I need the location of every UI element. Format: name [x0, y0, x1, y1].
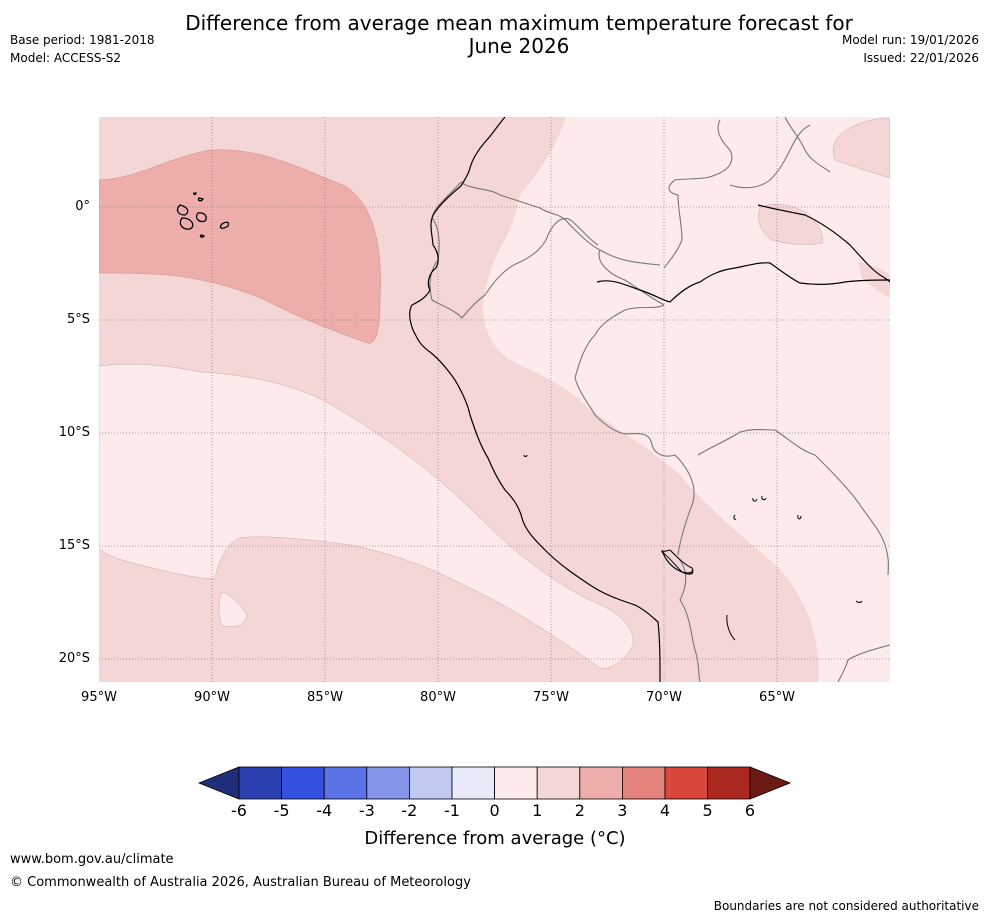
map-panel	[99, 117, 890, 682]
lakes	[523, 454, 863, 641]
anomaly-field-1-2-northeast	[832, 117, 890, 179]
galapagos-islands	[176, 192, 230, 238]
colorbar-bin-5-6	[707, 766, 751, 800]
colorbar-tick: -1	[444, 801, 460, 820]
colorbar-tick: 6	[744, 801, 756, 820]
colorbar-tick: -3	[358, 801, 375, 820]
colorbar-bin-neg1-0	[451, 766, 495, 800]
colorbar-bin-3-4	[622, 766, 666, 800]
colorbar-bin-0-1	[494, 766, 538, 800]
colorbar-bin-neg2-neg1	[408, 766, 453, 800]
page-title: Difference from average mean maximum tem…	[94, 12, 944, 58]
colorbar-tick: -5	[273, 801, 290, 820]
colorbar-bin-2-3	[579, 766, 623, 800]
coastlines	[409, 117, 890, 682]
lon-label-75w: 75°W	[533, 690, 569, 705]
lon-label-80w: 80°W	[420, 690, 456, 705]
anomaly-field-0-1-islet	[218, 591, 248, 627]
colorbar-tick: 0	[489, 801, 500, 820]
title-line-2: June 2026	[468, 34, 570, 58]
colorbar-bin-4-5	[664, 766, 708, 800]
model-run: Model run: 19/01/2026	[841, 33, 979, 47]
anomaly-field-2-3	[99, 149, 381, 344]
meta-right: Model run: 19/01/2026 Issued: 22/01/2026	[842, 31, 979, 67]
colorbar-bin-neg6-neg5	[238, 766, 282, 800]
anomaly-field-0-1-ocean	[99, 363, 634, 669]
copyright: © Commonwealth of Australia 2026, Austra…	[10, 875, 471, 890]
title-line-1: Difference from average mean maximum tem…	[185, 11, 853, 35]
colorbar-bin-neg3-neg2	[366, 766, 410, 800]
lat-label-15s: 15°S	[58, 538, 90, 553]
country-borders	[429, 117, 890, 682]
lon-label-95w: 95°W	[81, 690, 117, 705]
colorbar-arrow-high	[749, 766, 792, 800]
colorbar-tick: 1	[532, 801, 543, 820]
colorbar-bin-neg5-neg4	[281, 766, 325, 800]
boundaries-disclaimer: Boundaries are not considered authoritat…	[713, 899, 979, 913]
colorbar-tick: 4	[659, 801, 671, 820]
lat-label-0: 0°	[75, 199, 90, 214]
colorbar-bin-neg4-neg3	[323, 766, 368, 800]
base-period: Base period: 1981-2018	[10, 33, 155, 47]
colorbar-tick: -6	[231, 801, 247, 820]
lon-label-65w: 65°W	[759, 690, 795, 705]
colorbar-arrow-low	[197, 766, 240, 800]
meta-left: Base period: 1981-2018 Model: ACCESS-S2	[10, 31, 155, 67]
gridlines	[99, 117, 890, 682]
issued-date: Issued: 22/01/2026	[863, 51, 979, 65]
colorbar-tick: -4	[316, 801, 333, 820]
colorbar-bin-1-2	[536, 766, 581, 800]
lat-label-20s: 20°S	[58, 651, 90, 666]
lon-label-85w: 85°W	[307, 690, 343, 705]
anomaly-field-0-1-land	[482, 117, 890, 682]
colorbar	[197, 766, 792, 800]
anomaly-field-1-2-amazon	[758, 204, 823, 245]
lon-label-70w: 70°W	[646, 690, 682, 705]
colorbar-tick: 5	[702, 801, 713, 820]
colorbar-label: Difference from average (°C)	[364, 828, 626, 849]
colorbar-tick: 3	[617, 801, 628, 820]
lon-label-90w: 90°W	[194, 690, 230, 705]
colorbar-tick: -2	[401, 801, 418, 820]
lat-label-5s: 5°S	[66, 312, 90, 327]
colorbar-tick: 2	[574, 801, 585, 820]
lat-label-10s: 10°S	[58, 425, 90, 440]
model-name: Model: ACCESS-S2	[10, 51, 122, 65]
bom-url: www.bom.gov.au/climate	[10, 852, 174, 867]
